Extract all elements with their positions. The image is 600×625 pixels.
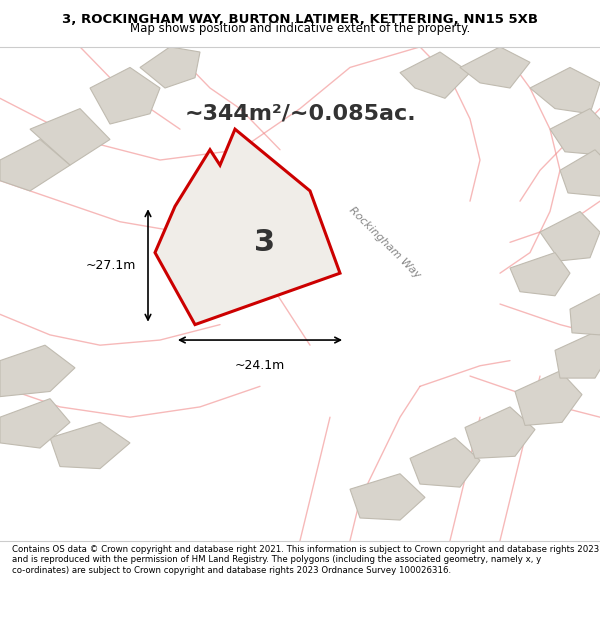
Text: Map shows position and indicative extent of the property.: Map shows position and indicative extent… bbox=[130, 22, 470, 35]
Polygon shape bbox=[0, 345, 75, 397]
Polygon shape bbox=[400, 52, 470, 98]
Polygon shape bbox=[140, 47, 200, 88]
Polygon shape bbox=[515, 371, 582, 426]
Polygon shape bbox=[530, 68, 600, 114]
Text: ~27.1m: ~27.1m bbox=[86, 259, 136, 272]
Polygon shape bbox=[510, 253, 570, 296]
Polygon shape bbox=[155, 129, 340, 324]
Text: Contains OS data © Crown copyright and database right 2021. This information is : Contains OS data © Crown copyright and d… bbox=[12, 545, 599, 574]
Polygon shape bbox=[410, 438, 480, 487]
Polygon shape bbox=[350, 474, 425, 520]
Polygon shape bbox=[465, 407, 535, 458]
Text: ~24.1m: ~24.1m bbox=[235, 359, 285, 371]
Polygon shape bbox=[570, 289, 600, 335]
Polygon shape bbox=[50, 422, 130, 469]
Polygon shape bbox=[460, 47, 530, 88]
Polygon shape bbox=[550, 109, 600, 155]
Polygon shape bbox=[0, 139, 70, 191]
Text: 3, ROCKINGHAM WAY, BURTON LATIMER, KETTERING, NN15 5XB: 3, ROCKINGHAM WAY, BURTON LATIMER, KETTE… bbox=[62, 13, 538, 26]
Polygon shape bbox=[90, 68, 160, 124]
Polygon shape bbox=[555, 330, 600, 378]
Text: Rockingham Way: Rockingham Way bbox=[347, 204, 422, 280]
Text: 3: 3 bbox=[254, 228, 275, 257]
Polygon shape bbox=[30, 109, 110, 165]
Polygon shape bbox=[540, 211, 600, 261]
Polygon shape bbox=[0, 399, 70, 448]
Polygon shape bbox=[560, 150, 600, 196]
Text: ~344m²/~0.085ac.: ~344m²/~0.085ac. bbox=[184, 104, 416, 124]
